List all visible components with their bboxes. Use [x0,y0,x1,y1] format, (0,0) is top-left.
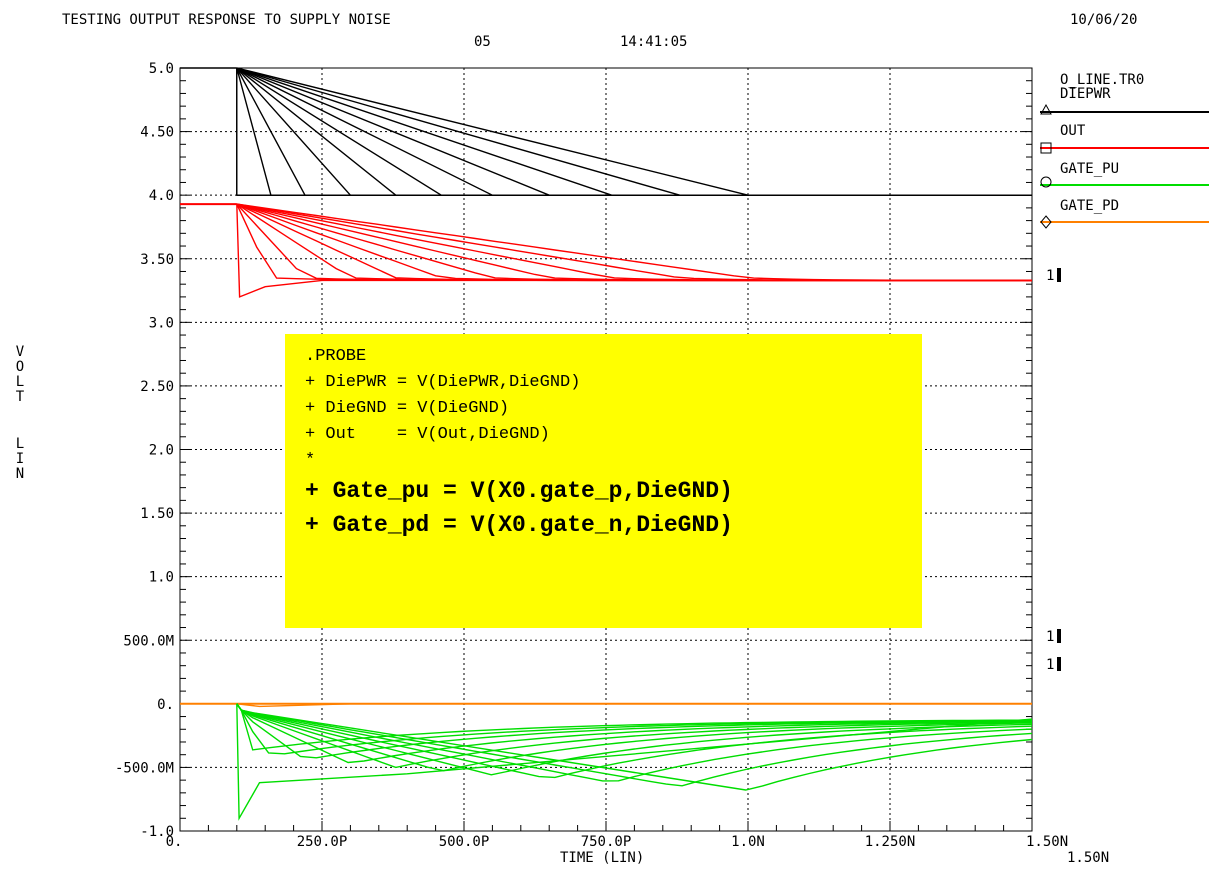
y-tick-label: 0. [157,697,174,713]
x-tick-label: 750.0P [581,834,632,850]
triangle-marker-icon [1040,103,1052,115]
probe-line: + DieGND = V(DieGND) [305,399,510,418]
y-axis-label-char: L [16,436,24,452]
y-axis-label-char: V [16,344,25,360]
y-tick-label: -1.0 [140,824,174,840]
y-tick-label: 3.50 [140,252,174,268]
probe-line: .PROBE [305,347,367,366]
y-tick-label: 4.50 [140,125,174,141]
date-stamp: 10/06/20 [1070,12,1137,28]
y-tick-label: 1.50 [140,506,174,522]
chart-title: TESTING OUTPUT RESPONSE TO SUPPLY NOISE [62,12,391,28]
series-out-line [236,203,1032,282]
y-axis-label-char: I [16,451,24,467]
y-tick-label: 1.0 [149,570,174,586]
y-tick-label: 4.0 [149,188,174,204]
series-gate-pu-line [236,703,1033,782]
y-axis-label-char: L [16,374,24,390]
x-axis-label: TIME (LIN) [560,850,644,866]
axis-labels: 5.04.504.03.503.02.502.01.501.0500.0M0.-… [16,61,1068,850]
trace-end-label: 1 [1046,268,1054,284]
series-diepwr-line [236,67,1032,196]
legend-label-gate_pu: GATE_PU [1060,161,1119,177]
series-gate-pu-line [236,703,1033,791]
series-out-line [236,203,1032,282]
series-out-line [236,204,1032,298]
trace-end-marker [1057,268,1061,282]
probe-line: + DiePWR = V(DiePWR,DieGND) [305,373,581,392]
sub-index: 05 [474,34,491,50]
y-axis-label-char: O [16,359,24,375]
series-out-line [236,203,1033,282]
x-tick-label: 1.50N [1026,834,1068,850]
x-tick-label: 500.0P [439,834,490,850]
probe-annotation: .PROBE + DiePWR = V(DiePWR,DieGND) + DieGN… [285,334,922,628]
y-axis-label-char: N [16,466,24,482]
series-gate-pd-line [236,703,351,708]
trace-end-marker [1057,629,1061,643]
x-tick-label: 1.250N [865,834,916,850]
series-out-line [236,203,1032,282]
series-out-line [236,203,1032,282]
probe-bold-line: + Gate_pd = V(X0.gate_n,DieGND) [305,512,733,538]
y-tick-label: 2.0 [149,443,174,459]
y-tick-label: 2.50 [140,379,174,395]
series-out-line [236,203,1032,282]
series-out-line [236,203,1032,282]
series-gate-pu-line [236,703,1033,759]
probe-line: * [305,451,316,470]
series-out-line [236,203,1032,282]
time-stamp: 14:41:05 [620,34,687,50]
series-lines [180,67,1033,821]
series-gate-pu-line [236,703,1033,776]
series-gate-pu-line [236,703,1033,772]
series-gate-pu-line [236,703,1033,779]
x-tick-label: 0. [166,834,183,850]
x-tick-label: 250.0P [297,834,348,850]
y-tick-label: 500.0M [123,633,174,649]
series-gate-pu-line [236,703,1033,787]
y-tick-label: 3.0 [149,315,174,331]
series-gate-pu-line [236,703,1033,769]
trace-end-label: 1 [1046,657,1054,673]
legend-file: O_LINE.TR0 [1060,72,1144,88]
x-tick-label: 1.0N [731,834,765,850]
y-axis-label-char: T [16,389,25,405]
y-tick-label: -500.0M [115,760,174,776]
series-out-line [236,203,1032,282]
y-tick-label: 5.0 [149,61,174,77]
legend-label-gate_pd: GATE_PD [1060,198,1119,214]
probe-line: + Out = V(Out,DieGND) [305,425,550,444]
legend-label-out: OUT [1060,123,1086,139]
series-gate-pu-line [236,703,1033,821]
trace-end-label: 1 [1046,629,1054,645]
square-marker-icon [1040,142,1052,154]
series-gate-pu-line [236,703,1033,764]
circle-marker-icon [1040,176,1052,188]
legend-label-diepwr: DIEPWR [1060,86,1111,102]
trace-end-marker [1057,657,1061,671]
x-range-end: 1.50N [1067,850,1109,866]
diamond-marker-icon [1040,215,1052,229]
probe-bold-line: + Gate_pu = V(X0.gate_p,DieGND) [305,478,733,504]
series-out-line [236,203,1032,282]
axis-ticks [179,67,1033,832]
